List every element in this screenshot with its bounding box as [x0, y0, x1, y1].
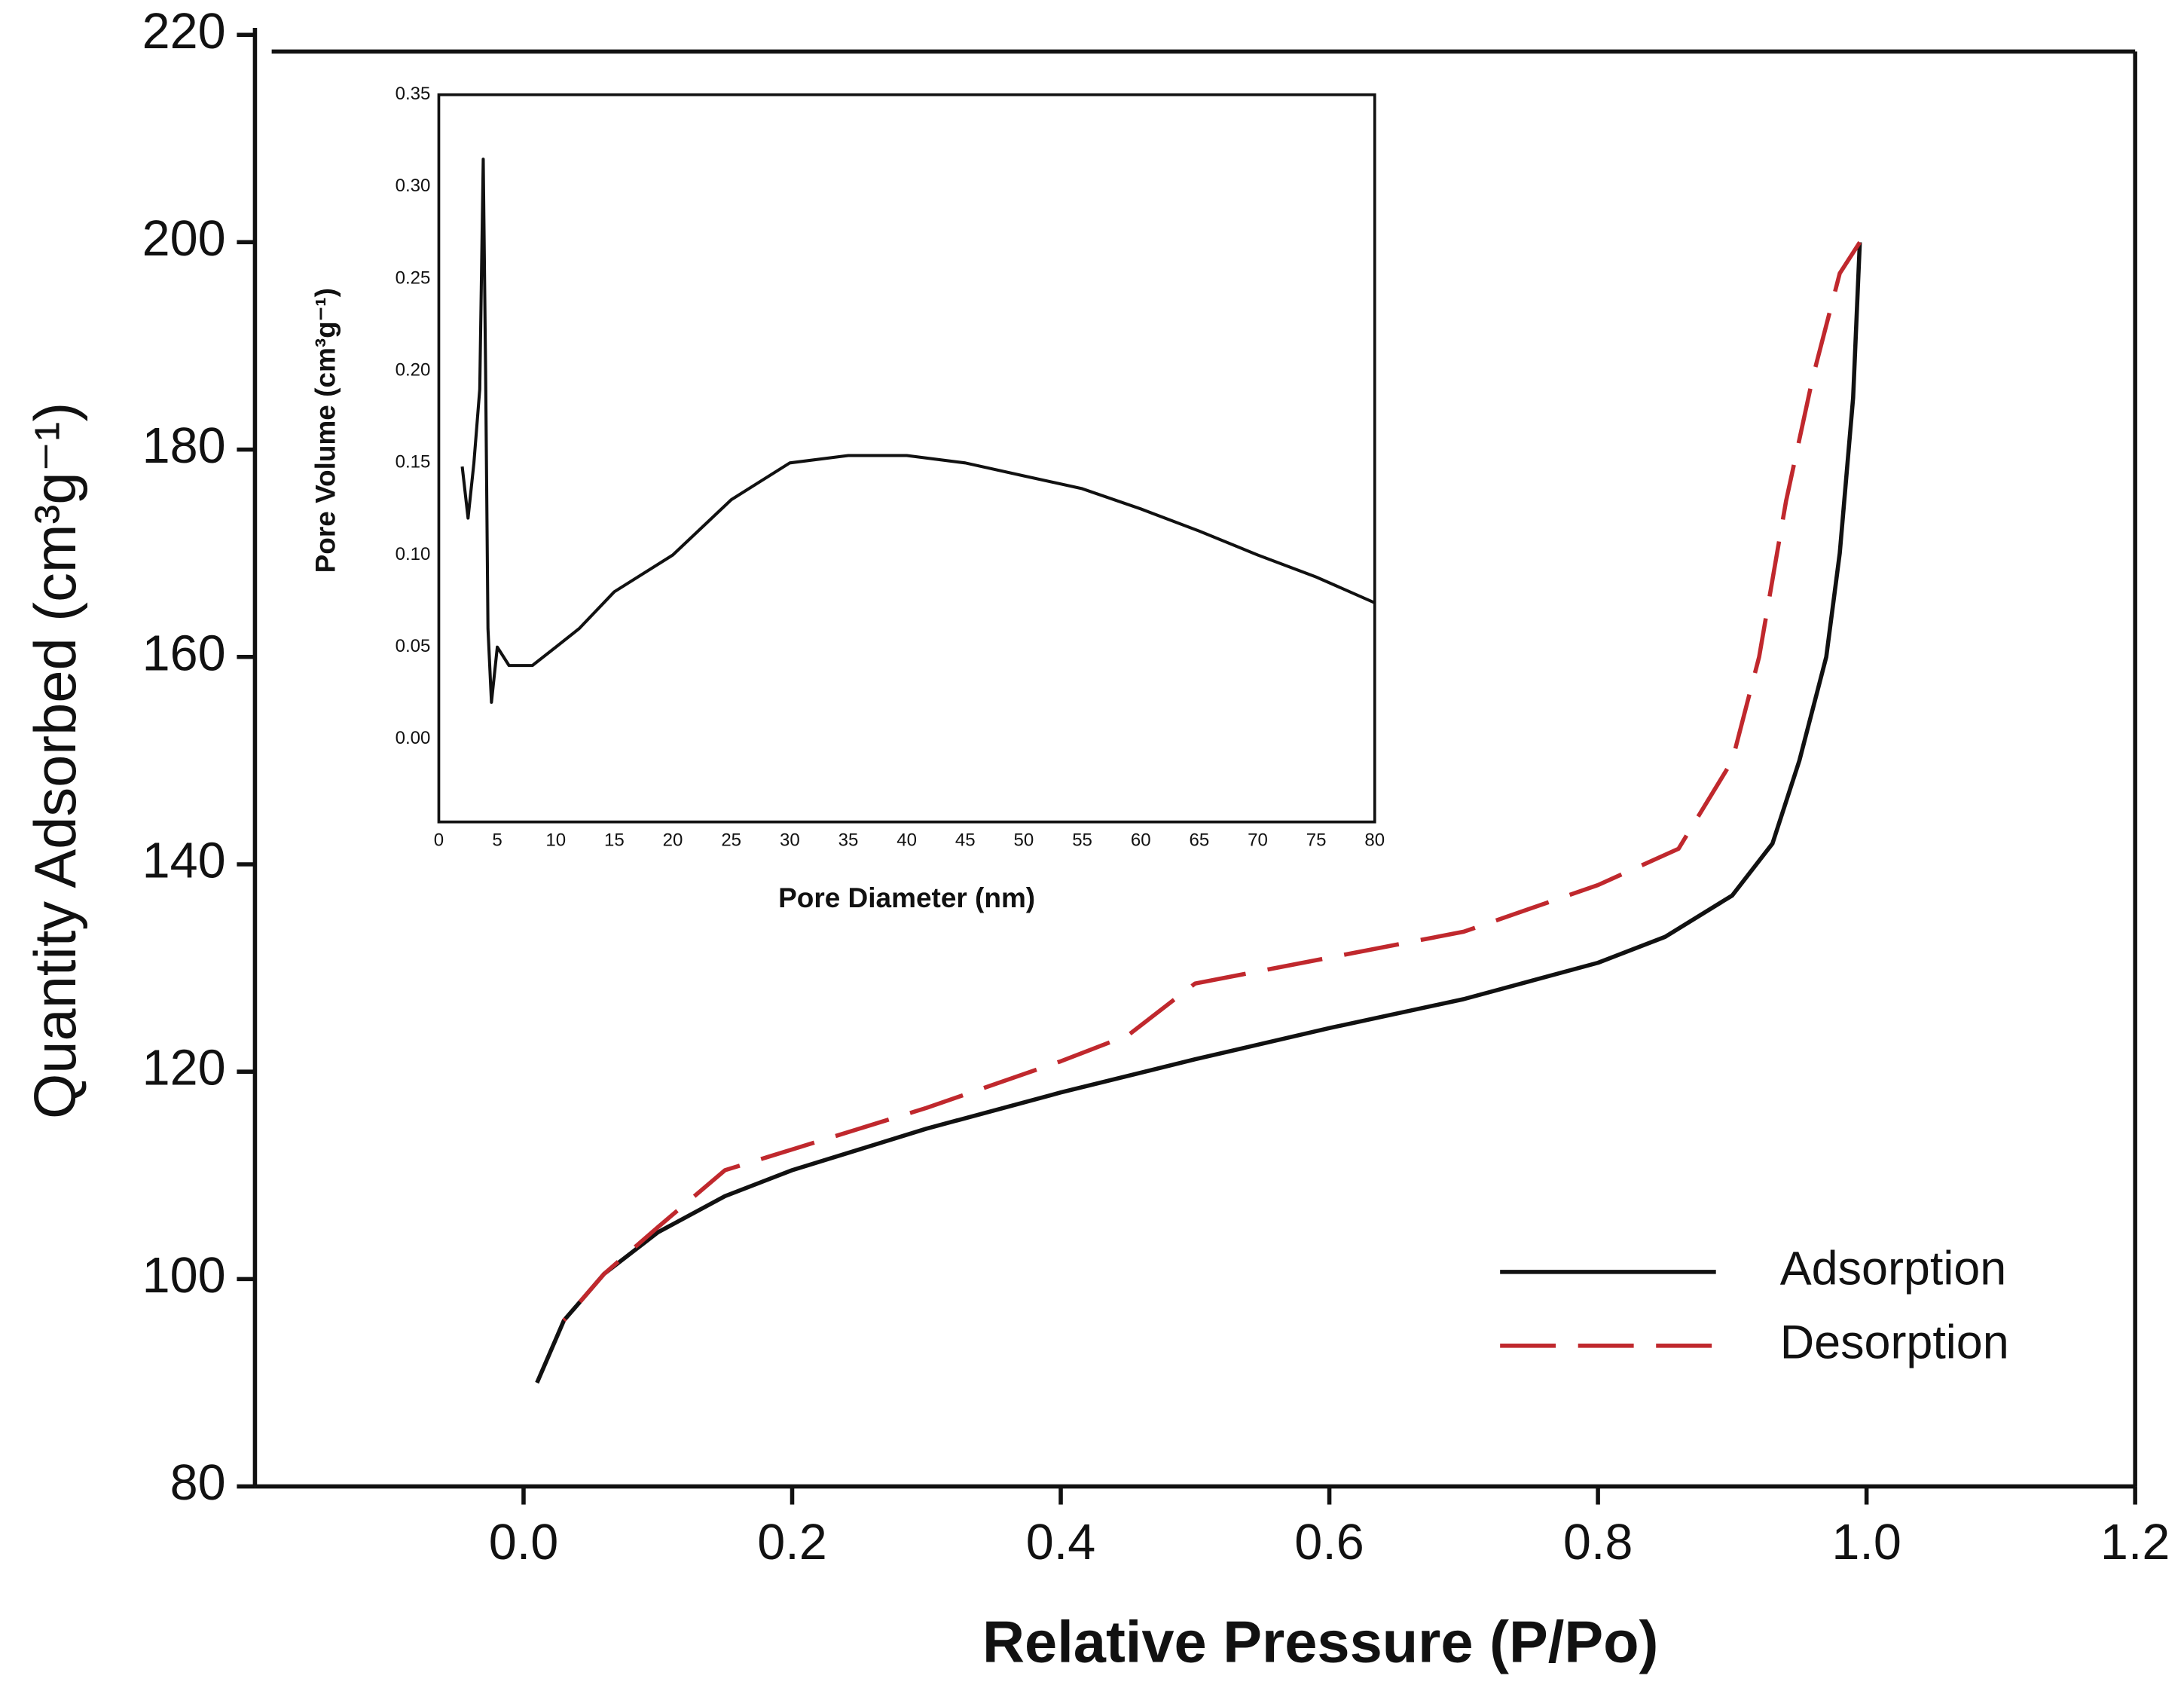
y-axis-label: Pore Volume (cm³g⁻¹)	[310, 288, 341, 573]
x-tick-label: 0.4	[1026, 1515, 1096, 1570]
x-tick-label: 5	[492, 830, 502, 851]
y-tick-label: 0.00	[396, 728, 431, 748]
y-tick-label: 120	[142, 1041, 226, 1096]
y-tick-label: 0.25	[396, 268, 431, 288]
y-tick-label: 0.30	[396, 176, 431, 196]
x-axis-label: Relative Pressure (P/Po)	[982, 1610, 1658, 1675]
x-tick-label: 80	[1364, 830, 1385, 851]
data-line	[460, 157, 1376, 704]
y-tick-label: 140	[142, 833, 226, 889]
y-tick-label: 200	[142, 211, 226, 267]
y-tick-label: 180	[142, 418, 226, 474]
x-tick-label: 45	[955, 830, 976, 851]
x-tick-label: 60	[1131, 830, 1151, 851]
y-tick-label: 80	[170, 1455, 226, 1511]
data-line	[562, 240, 1862, 1322]
y-tick-label: 160	[142, 625, 226, 681]
x-tick-label: 0	[434, 830, 444, 851]
x-tick-label: 15	[604, 830, 625, 851]
x-tick-label: 1.0	[1831, 1515, 1901, 1570]
x-tick-label: 20	[663, 830, 683, 851]
x-tick-label: 70	[1248, 830, 1268, 851]
x-tick-label: 0.6	[1294, 1515, 1364, 1570]
y-tick-label: 0.10	[396, 544, 431, 564]
y-axis-label: Quantity Adsorbed (cm³g⁻¹)	[23, 402, 88, 1119]
legend-label: Adsorption	[1780, 1242, 2006, 1295]
x-tick-label: 0.8	[1563, 1515, 1633, 1570]
x-tick-label: 65	[1189, 830, 1209, 851]
inset-frame	[437, 93, 1376, 824]
x-tick-label: 25	[721, 830, 741, 851]
x-tick-label: 30	[780, 830, 800, 851]
x-tick-label: 50	[1014, 830, 1034, 851]
x-tick-label: 10	[545, 830, 566, 851]
x-tick-label: 1.2	[2100, 1515, 2170, 1570]
x-tick-label: 0.2	[757, 1515, 827, 1570]
y-tick-label: 220	[142, 4, 226, 60]
x-axis-label: Pore Diameter (nm)	[778, 882, 1035, 913]
y-tick-label: 0.05	[396, 636, 431, 656]
x-tick-label: 0.0	[489, 1515, 559, 1570]
legend-label: Desorption	[1780, 1316, 2009, 1368]
x-tick-label: 35	[838, 830, 859, 851]
x-tick-label: 55	[1072, 830, 1092, 851]
data-line	[535, 242, 1862, 1384]
x-tick-label: 75	[1306, 830, 1327, 851]
y-tick-label: 0.20	[396, 360, 431, 381]
y-tick-label: 0.15	[396, 452, 431, 472]
y-tick-label: 0.35	[396, 84, 431, 104]
y-tick-label: 100	[142, 1248, 226, 1304]
x-tick-label: 40	[897, 830, 917, 851]
